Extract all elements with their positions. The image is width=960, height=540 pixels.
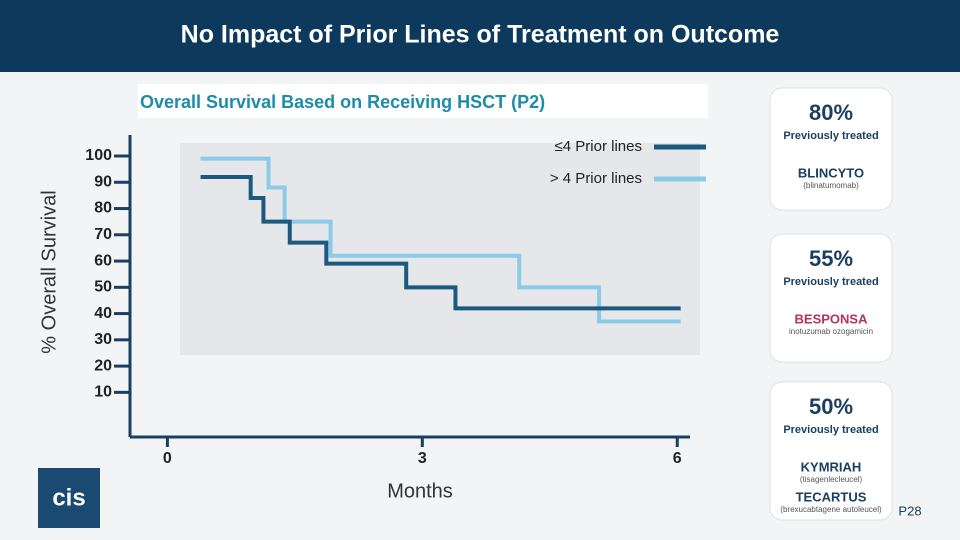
chart-title-bg bbox=[138, 84, 708, 118]
drug-name: BESPONSA bbox=[795, 311, 869, 326]
card-percent: 55% bbox=[809, 246, 853, 271]
y-tick-label: 100 bbox=[85, 147, 112, 164]
card-percent: 50% bbox=[809, 394, 853, 419]
card bbox=[769, 87, 893, 211]
logo: cis bbox=[52, 484, 85, 511]
drug-generic: (blinatumomab) bbox=[803, 181, 859, 190]
header-band bbox=[0, 0, 960, 72]
card-text: Previously treated bbox=[783, 424, 878, 436]
y-tick-label: 90 bbox=[94, 173, 112, 190]
drug-name: TECARTUS bbox=[796, 489, 867, 504]
y-tick-label: 10 bbox=[94, 384, 112, 401]
y-tick-label: 20 bbox=[94, 357, 112, 374]
y-tick-label: 80 bbox=[94, 200, 112, 217]
survival-line bbox=[200, 156, 681, 324]
cards: 80% Previously treated BLINCYTO(blinatumom… bbox=[769, 87, 893, 521]
header-title: No Impact of Prior Lines of Treatment on… bbox=[181, 21, 780, 49]
drug-name: KYMRIAH bbox=[801, 459, 862, 474]
y-tick-label: 70 bbox=[94, 226, 112, 243]
chart-title: Overall Survival Based on Receiving HSCT… bbox=[140, 92, 545, 112]
drug-name: BLINCYTO bbox=[798, 165, 864, 180]
page-number: P28 bbox=[898, 503, 921, 518]
card-text: Previously treated bbox=[783, 276, 878, 288]
x-tick-label: 3 bbox=[418, 450, 427, 467]
survival-line bbox=[200, 175, 681, 311]
x-tick-label: 6 bbox=[673, 450, 682, 467]
drug-generic: (brexucabtagene autoleucel) bbox=[780, 505, 882, 514]
y-tick-label: 30 bbox=[94, 331, 112, 348]
card bbox=[769, 381, 893, 521]
card-percent: 80% bbox=[809, 100, 853, 125]
card bbox=[769, 233, 893, 363]
card-text: Previously treated bbox=[783, 130, 878, 142]
drug-generic: inotuzumab ozogamicin bbox=[789, 327, 873, 336]
y-axis-label: % Overall Survival bbox=[38, 190, 60, 353]
x-axis-label: Months bbox=[387, 480, 453, 502]
legend-label: ≤4 Prior lines bbox=[555, 138, 642, 155]
y-tick-label: 40 bbox=[94, 305, 112, 322]
legend-label: > 4 Prior lines bbox=[550, 170, 642, 187]
y-tick-label: 50 bbox=[94, 279, 112, 296]
drug-generic: (tisagenlecleucel) bbox=[800, 475, 863, 484]
x-tick-label: 0 bbox=[163, 450, 172, 467]
y-tick-label: 60 bbox=[94, 252, 112, 269]
logo-box bbox=[38, 468, 100, 528]
